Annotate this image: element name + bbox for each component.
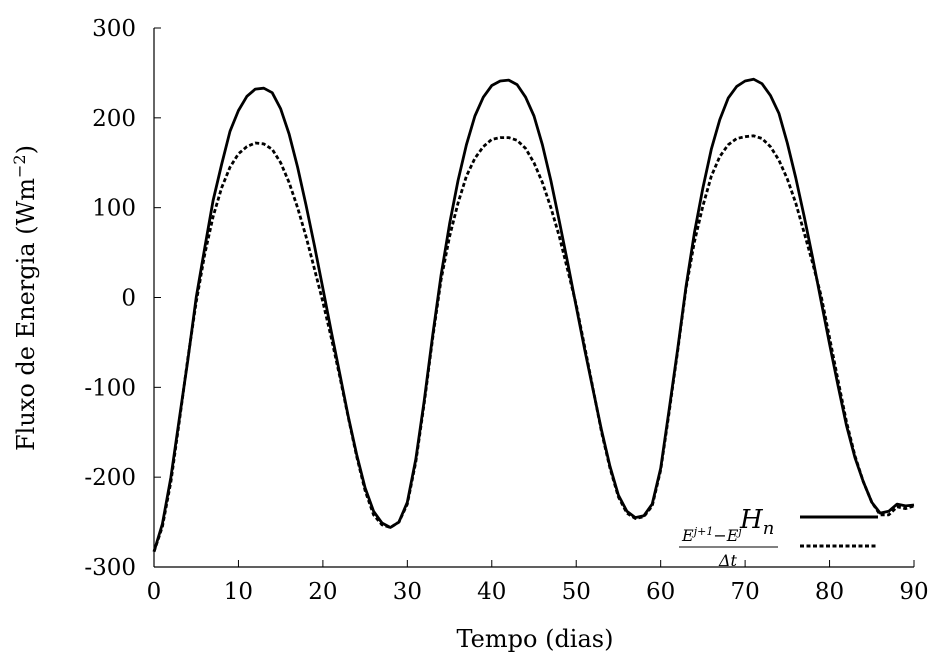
x-tick-label: 0 (147, 579, 162, 605)
x-tick-label: 30 (393, 579, 422, 605)
legend-label-flux-numerator: Ej+1−Ej (681, 525, 742, 545)
x-tick-label: 80 (815, 579, 844, 605)
x-tick-label: 40 (477, 579, 506, 605)
y-tick-label: 300 (92, 16, 136, 42)
x-tick-label: 70 (730, 579, 759, 605)
x-axis-title: Tempo (dias) (457, 625, 614, 653)
legend-label-hn: Hn (739, 505, 774, 539)
legend-num-mid: −E (713, 526, 738, 545)
legend: Hn Ej+1−Ej Δt (679, 505, 878, 570)
y-axis-title-sup: −2 (10, 154, 29, 178)
series-line-solid (152, 77, 915, 553)
y-tick-label: -300 (84, 555, 136, 581)
legend-num-sup1: j+1 (691, 525, 714, 538)
y-tick-label: -200 (84, 465, 136, 491)
y-tick-label: 100 (92, 196, 136, 222)
series-line-dashed (152, 134, 915, 553)
y-tick-label: -100 (84, 375, 136, 401)
legend-num-e1: E (681, 526, 694, 545)
y-tick-label: 0 (121, 286, 136, 312)
x-tick-label: 90 (899, 579, 928, 605)
x-tick-label: 60 (646, 579, 675, 605)
y-axis-title-main: Fluxo de Energia (Wm (12, 178, 40, 451)
series-lines (152, 77, 915, 553)
legend-label-flux-denominator: Δt (718, 551, 738, 570)
x-tick-label: 10 (224, 579, 253, 605)
x-tick-label: 50 (562, 579, 591, 605)
legend-hn-sub: n (763, 518, 775, 539)
y-axis-title-close: ) (12, 145, 40, 154)
axes (153, 28, 914, 568)
legend-num-sup2: j (735, 525, 742, 538)
x-ticks: 0 10 20 30 40 50 60 70 80 90 (147, 560, 929, 605)
y-tick-label: 200 (92, 106, 136, 132)
y-ticks: -300 -200 -100 0 100 200 300 (84, 16, 161, 581)
legend-hn-main: H (739, 505, 764, 535)
y-axis-title: Fluxo de Energia (Wm−2) (10, 145, 40, 451)
x-tick-label: 20 (308, 579, 337, 605)
